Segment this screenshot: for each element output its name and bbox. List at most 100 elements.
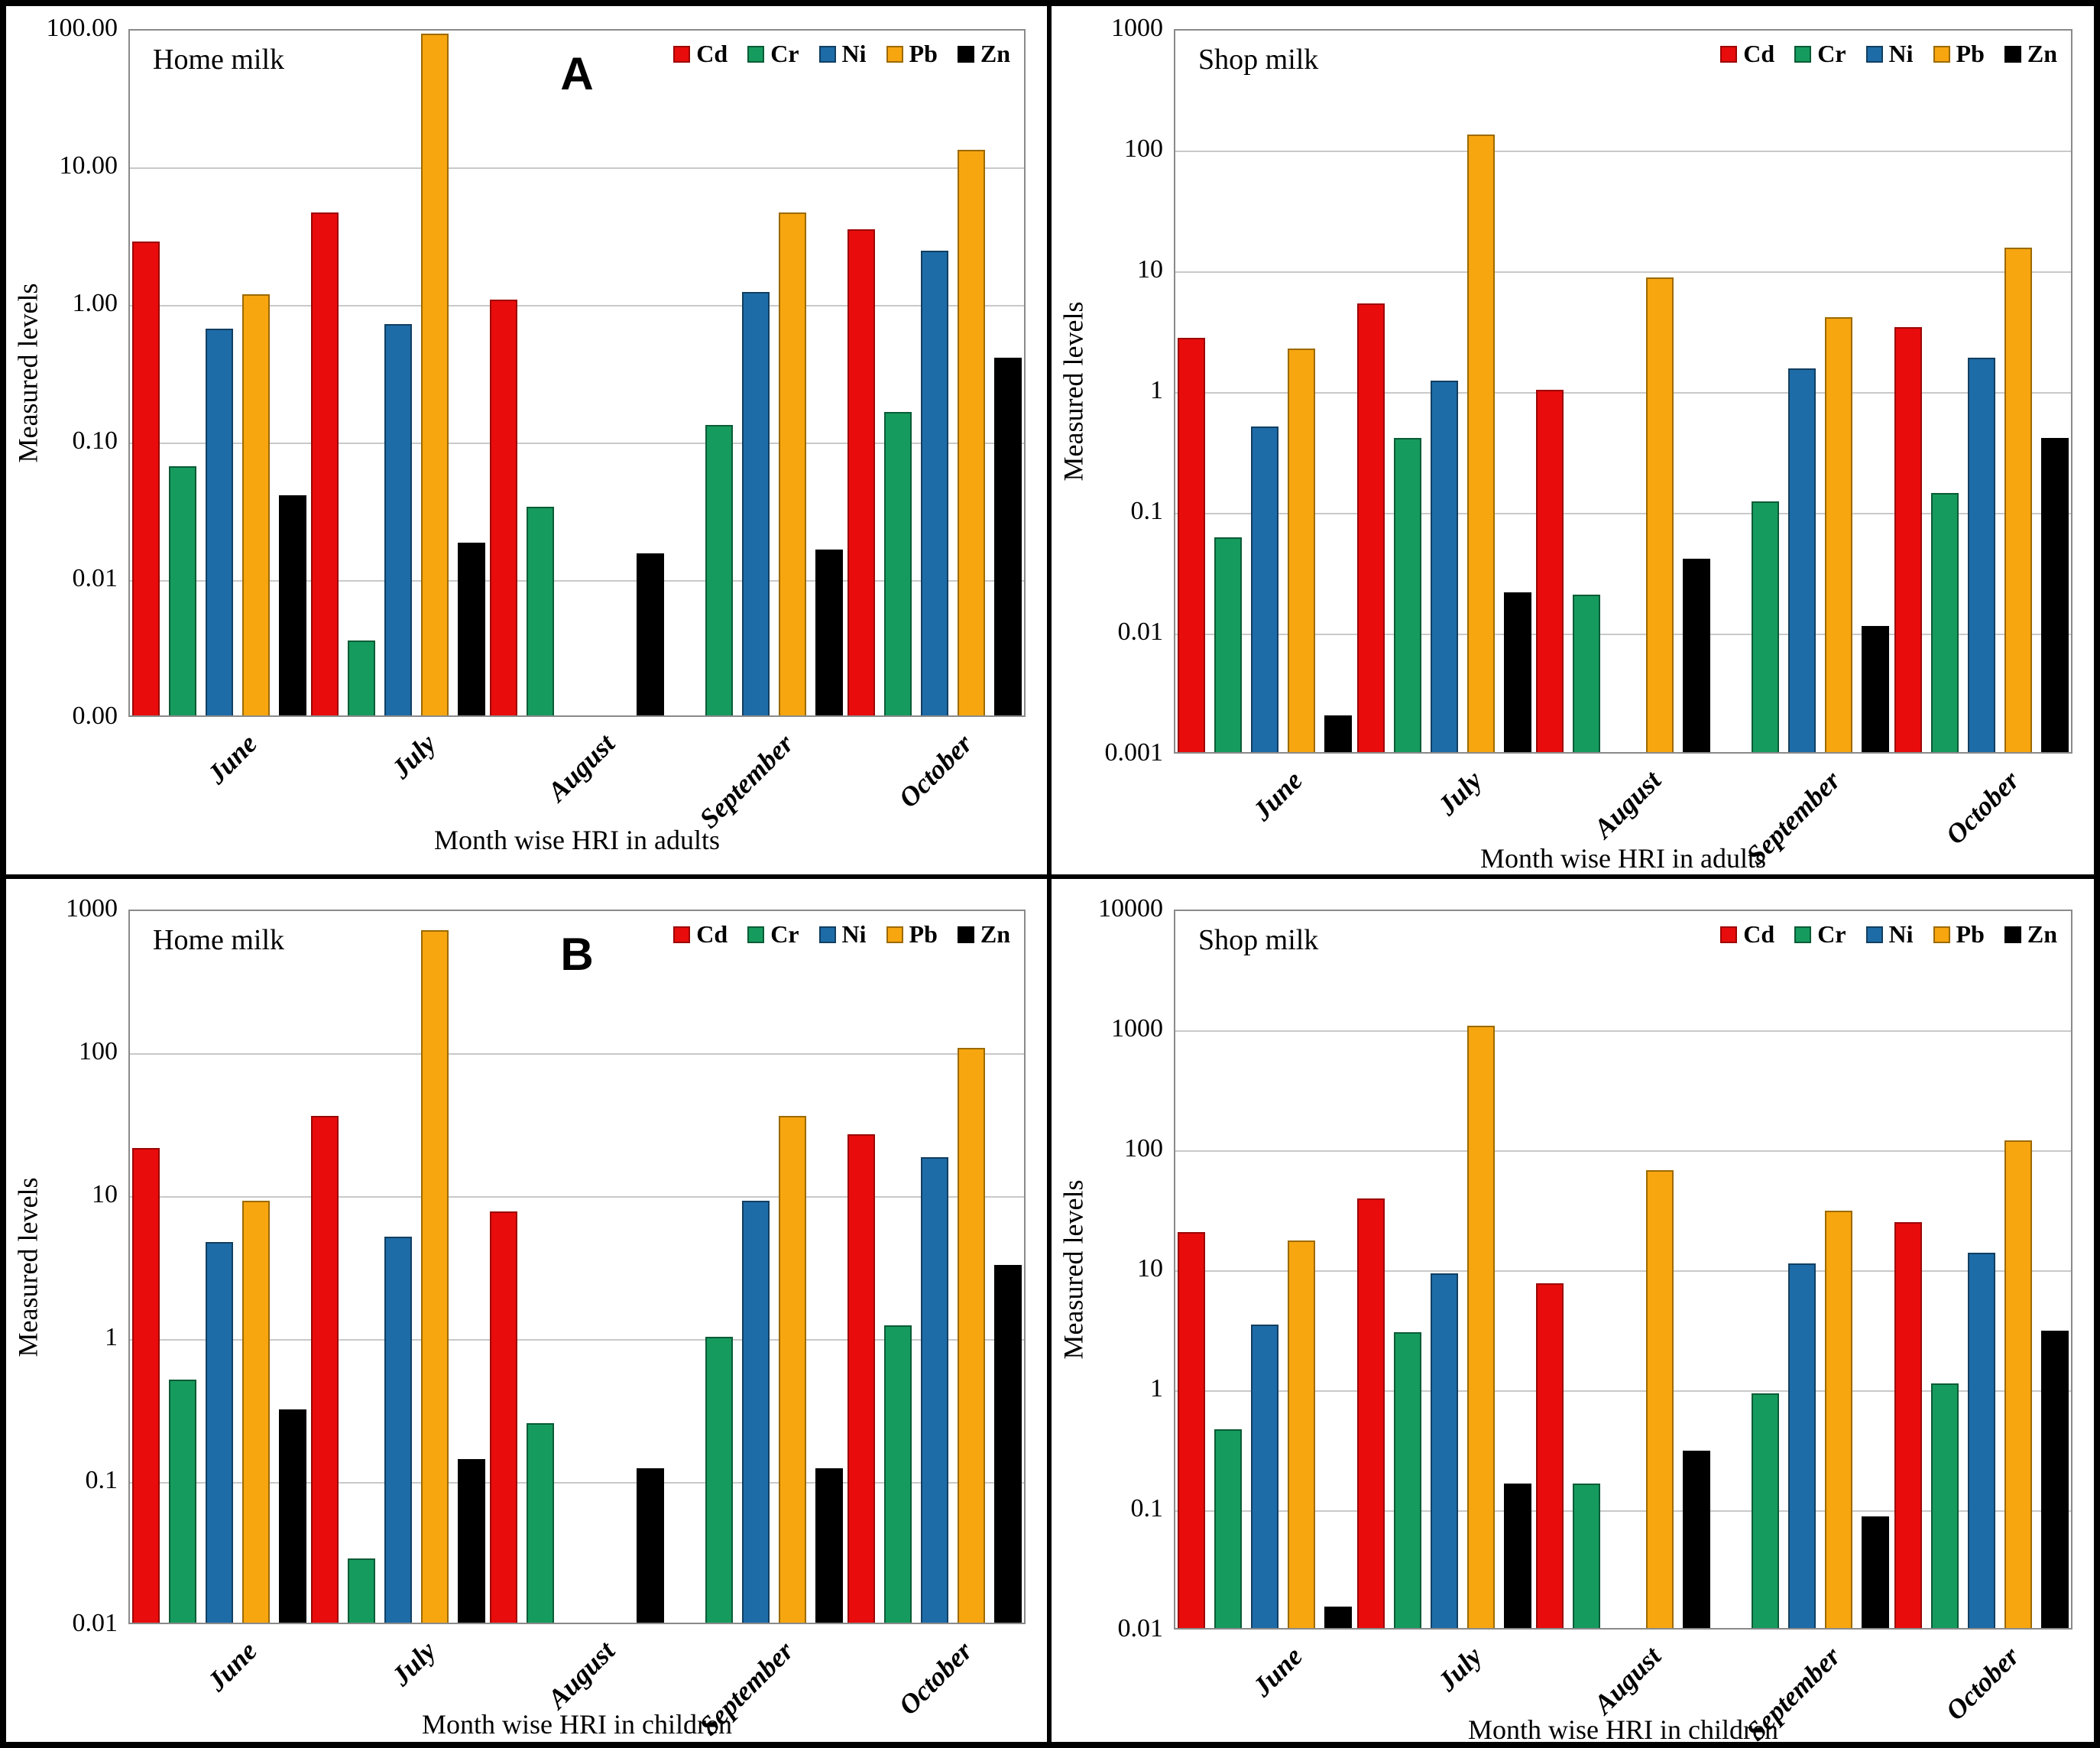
chart-panel-shop-milk-adults: Measured levels 1000 100 10 1 0.1 0.01 0.001 Sho… [1052, 6, 2094, 874]
legend: Cd Cr Ni Pb Zn [673, 920, 1010, 949]
y-tick-label: 1000 [1111, 1014, 1163, 1043]
legend-label: Zn [980, 40, 1010, 67]
y-tick-label: 10.00 [59, 151, 118, 180]
gridline [1175, 513, 2071, 514]
bar-pb-july [1466, 135, 1495, 752]
x-tick-label: July [385, 1635, 442, 1692]
horizontal-divider [6, 874, 2094, 879]
bar-pb-june [1288, 1240, 1316, 1628]
legend-swatch-cd-icon [673, 926, 691, 943]
legend-item-pb: Pb [1933, 920, 1985, 949]
bar-zn-june [279, 495, 306, 715]
bar-ni-june [1251, 426, 1279, 752]
legend-swatch-cd-icon [1720, 45, 1738, 63]
y-tick-label: 1 [1150, 376, 1163, 404]
bar-group-october [845, 31, 1024, 715]
bar-group-june [1175, 911, 1354, 1628]
legend-label: Cd [1743, 920, 1775, 948]
bar-group-october [1892, 31, 2071, 752]
bar-cr-august [527, 506, 554, 715]
y-tick-label: 0.1 [1130, 497, 1164, 525]
x-axis-caption: Month wise HRI in adults [1480, 843, 1766, 874]
bar-cr-july [348, 641, 375, 715]
bar-group-june [130, 911, 309, 1623]
bar-cr-july [1393, 437, 1421, 752]
bar-cr-october [884, 1325, 912, 1623]
x-axis-caption: Month wise HRI in children [422, 1709, 732, 1740]
gridline [1175, 1390, 2071, 1392]
bar-cd-august [1535, 1283, 1564, 1628]
legend-label: Cd [696, 40, 728, 67]
bar-pb-july [421, 34, 449, 715]
legend-swatch-cr-icon [1794, 926, 1812, 943]
bar-cd-october [847, 1134, 875, 1623]
legend-item-cd: Cd [673, 920, 728, 949]
x-axis-caption: Month wise HRI in adults [434, 825, 720, 855]
bar-cd-august [1535, 390, 1564, 752]
bar-group-september [666, 911, 845, 1623]
legend-item-zn: Zn [957, 920, 1010, 949]
x-tick-label: June [201, 728, 264, 790]
bar-cr-september [705, 1337, 733, 1623]
bar-pb-august [1645, 277, 1674, 752]
y-tick-label: 1000 [66, 894, 118, 923]
bar-zn-july [458, 1458, 485, 1623]
gridline [1175, 1270, 2071, 1272]
legend-swatch-pb-icon [1933, 926, 1950, 943]
bar-cd-august [490, 1211, 517, 1623]
gridline [1175, 151, 2071, 152]
bar-group-july [309, 31, 488, 715]
gridline [130, 1482, 1024, 1484]
bar-ni-july [384, 323, 412, 715]
y-tick-label: 1000 [1111, 14, 1163, 42]
y-tick-label: 1 [1150, 1374, 1163, 1403]
bar-pb-september [779, 1116, 806, 1623]
bar-pb-june [242, 294, 270, 715]
bar-zn-august [637, 553, 664, 715]
legend-item-zn: Zn [2004, 920, 2057, 949]
y-tick-label: 10 [1137, 255, 1163, 284]
bar-ni-september [1788, 368, 1816, 752]
legend-item-ni: Ni [1865, 40, 1914, 68]
bar-group-august [488, 31, 666, 715]
bar-cr-august [527, 1422, 554, 1623]
bar-cr-june [1214, 1429, 1243, 1628]
gridline [1175, 1510, 2071, 1512]
bar-group-october [845, 911, 1024, 1623]
bar-cr-june [169, 465, 196, 715]
bar-group-september [1713, 31, 1891, 752]
x-tick-label: October [1940, 764, 2025, 851]
bar-zn-september [1862, 1516, 1890, 1628]
bar-ni-september [742, 1200, 770, 1623]
chart-title: Shop milk [1198, 44, 1319, 76]
legend-label: Cr [770, 40, 799, 67]
bar-zn-september [815, 1468, 843, 1623]
legend-label: Cd [696, 920, 728, 948]
x-tick-label: June [201, 1635, 264, 1698]
legend-swatch-cd-icon [1720, 926, 1738, 943]
panel-letter: B [560, 929, 594, 980]
legend-swatch-zn-icon [2004, 45, 2021, 63]
bar-ni-september [1788, 1263, 1816, 1628]
bar-pb-june [242, 1200, 270, 1623]
y-tick-label: 0.01 [72, 564, 118, 592]
bar-cr-july [1393, 1332, 1421, 1628]
bar-pb-september [1825, 316, 1853, 752]
gridline [1175, 1150, 2071, 1152]
legend-swatch-zn-icon [957, 926, 974, 943]
bar-cd-july [311, 212, 339, 715]
bar-zn-august [1682, 558, 1710, 752]
bar-group-august [1534, 31, 1713, 752]
legend-item-pb: Pb [886, 920, 938, 949]
bar-cr-july [348, 1558, 375, 1623]
gridline [130, 1339, 1024, 1341]
y-tick-label: 100 [1124, 135, 1163, 163]
bar-ni-october [1967, 357, 1995, 752]
bar-cd-august [490, 300, 517, 715]
gridline [1175, 392, 2071, 394]
legend: Cd Cr Ni Pb Zn [1720, 40, 2057, 68]
bar-cr-june [169, 1380, 196, 1623]
y-tick-label: 0.01 [1117, 1614, 1164, 1643]
y-tick-label: 10000 [1098, 894, 1163, 923]
